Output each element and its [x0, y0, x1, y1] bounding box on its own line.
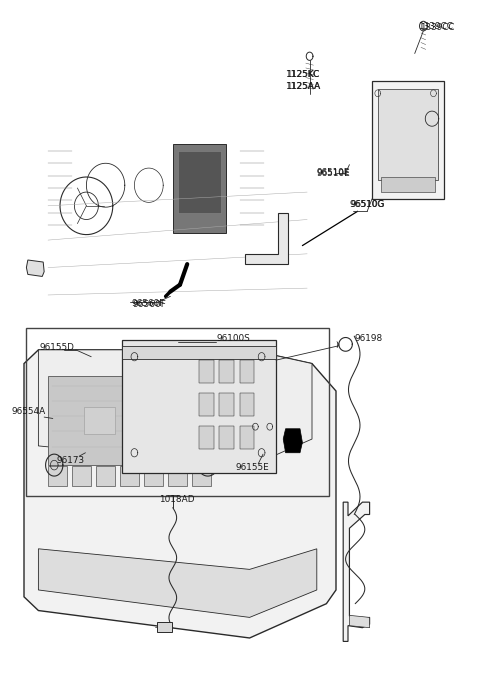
- Polygon shape: [283, 429, 302, 453]
- Text: 1339CC: 1339CC: [418, 21, 453, 31]
- Bar: [26, 328, 329, 496]
- Polygon shape: [182, 422, 197, 442]
- Text: 1125KC: 1125KC: [285, 69, 319, 79]
- Bar: [48, 376, 151, 465]
- Text: 96554A: 96554A: [12, 407, 46, 416]
- Bar: [178, 151, 221, 213]
- Bar: [96, 466, 115, 486]
- Polygon shape: [343, 502, 370, 641]
- Text: 1125AA: 1125AA: [286, 82, 320, 91]
- Bar: [199, 360, 214, 383]
- Text: 96198: 96198: [354, 334, 383, 344]
- Bar: [378, 89, 438, 180]
- Text: 96100S: 96100S: [217, 334, 251, 344]
- Bar: [219, 426, 234, 449]
- Bar: [144, 466, 163, 486]
- Text: 1018AD: 1018AD: [159, 495, 195, 504]
- Text: 96510E: 96510E: [317, 168, 350, 178]
- FancyBboxPatch shape: [38, 365, 226, 497]
- Text: 96510G: 96510G: [349, 200, 384, 209]
- Polygon shape: [349, 615, 370, 628]
- Bar: [372, 81, 444, 199]
- Polygon shape: [26, 260, 44, 276]
- Bar: [192, 466, 211, 486]
- Text: 96510G: 96510G: [350, 200, 385, 209]
- Text: 96560F: 96560F: [131, 299, 164, 309]
- Text: 96173: 96173: [57, 456, 85, 466]
- Bar: [219, 360, 234, 383]
- Bar: [219, 393, 234, 416]
- Bar: [199, 426, 214, 449]
- Polygon shape: [38, 549, 317, 617]
- Bar: [199, 393, 214, 416]
- Text: 96155E: 96155E: [235, 463, 269, 473]
- Polygon shape: [24, 350, 336, 638]
- Text: 1339CC: 1339CC: [420, 23, 455, 32]
- Polygon shape: [38, 350, 312, 466]
- Bar: [240, 360, 254, 383]
- Text: 96510E: 96510E: [317, 169, 350, 178]
- Text: 1125KC: 1125KC: [286, 69, 319, 79]
- Bar: [157, 622, 172, 632]
- Bar: [122, 340, 276, 473]
- Bar: [84, 407, 115, 434]
- Bar: [72, 466, 91, 486]
- Bar: [240, 393, 254, 416]
- Bar: [240, 426, 254, 449]
- Text: 96560F: 96560F: [132, 300, 166, 309]
- Text: 1125AA: 1125AA: [285, 82, 320, 91]
- Polygon shape: [245, 213, 288, 264]
- Bar: [381, 177, 435, 192]
- Bar: [168, 466, 187, 486]
- Bar: [173, 144, 226, 233]
- Bar: [120, 466, 139, 486]
- Text: 96155D: 96155D: [40, 342, 75, 352]
- Bar: [48, 466, 67, 486]
- Polygon shape: [122, 346, 276, 359]
